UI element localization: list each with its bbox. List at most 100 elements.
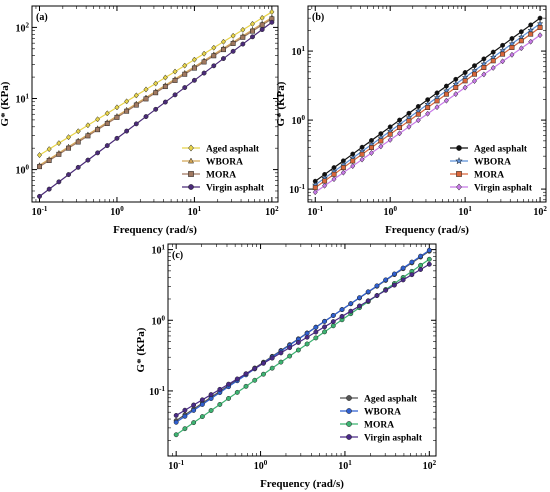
legend-label: Virgin asphalt — [364, 434, 423, 444]
data-point — [536, 20, 544, 27]
data-point — [46, 158, 52, 163]
data-point — [509, 51, 515, 58]
data-point — [191, 56, 197, 63]
data-point — [331, 171, 337, 177]
legend: Aged asphalt WBORA MORA Virgin asphalt — [182, 144, 265, 194]
data-point — [369, 145, 374, 151]
data-point — [269, 19, 275, 25]
legend-item: WBORA — [450, 156, 511, 168]
x-tick-label: 100 — [254, 459, 268, 472]
data-point — [226, 395, 232, 401]
data-point — [418, 253, 424, 259]
data-point — [295, 347, 301, 353]
data-point — [230, 32, 236, 39]
data-point — [387, 136, 393, 143]
data-point — [378, 138, 384, 144]
data-point — [240, 34, 246, 40]
data-point — [240, 26, 246, 33]
data-point — [114, 135, 120, 141]
legend-item: WBORA — [182, 157, 243, 168]
data-point — [133, 121, 139, 127]
legend-swatch-marker — [188, 144, 194, 152]
legend-item: Aged asphalt — [450, 145, 528, 155]
data-point — [304, 334, 310, 340]
data-point — [182, 407, 188, 413]
x-tick-label: 102 — [265, 205, 279, 218]
data-point — [261, 371, 266, 377]
data-point — [172, 77, 178, 83]
legend-item: MORA — [450, 171, 504, 181]
data-point — [537, 24, 543, 30]
data-point — [66, 145, 72, 151]
data-point — [425, 105, 431, 110]
data-point — [387, 131, 393, 137]
data-point — [278, 359, 284, 365]
data-point — [391, 271, 397, 277]
data-point — [365, 289, 371, 295]
x-axis-title: Frequency (rad/s) — [385, 224, 469, 236]
data-point — [312, 185, 318, 191]
data-point — [75, 164, 81, 170]
data-point — [143, 96, 149, 102]
data-point — [208, 392, 214, 398]
data-point — [208, 408, 214, 413]
panel-label: (c) — [172, 250, 183, 261]
data-point — [243, 383, 249, 389]
data-point — [191, 402, 197, 408]
data-point — [104, 121, 110, 126]
data-point — [259, 22, 265, 28]
data-point — [153, 106, 159, 112]
data-point — [331, 176, 337, 183]
legend-swatch-marker — [455, 156, 463, 165]
data-point — [252, 366, 258, 371]
data-point — [462, 84, 468, 91]
data-point — [359, 156, 365, 163]
data-point — [143, 114, 149, 120]
data-point — [490, 58, 496, 64]
data-point — [240, 41, 246, 47]
series-group — [173, 247, 432, 438]
legend-label: Aged asphalt — [206, 145, 260, 155]
data-point — [85, 157, 91, 163]
legend-label: WBORA — [474, 158, 511, 168]
data-point — [518, 45, 524, 52]
data-point — [537, 15, 543, 21]
legend-swatch-marker — [187, 157, 195, 164]
y-tick-label: 100 — [16, 164, 30, 177]
data-point — [37, 164, 42, 170]
data-point — [406, 123, 412, 130]
data-point — [124, 98, 130, 105]
data-point — [46, 146, 52, 153]
data-point — [217, 402, 223, 407]
data-point — [217, 386, 223, 392]
x-tick-label: 101 — [458, 205, 472, 218]
x-tick-label: 10-1 — [32, 205, 48, 218]
data-point — [243, 371, 249, 377]
data-point — [259, 14, 265, 21]
legend-item: Aged asphalt — [182, 144, 260, 155]
data-point — [201, 50, 207, 57]
y-tick-label: 100 — [152, 314, 166, 327]
data-point — [173, 419, 179, 425]
data-point — [199, 414, 205, 420]
data-point — [250, 28, 255, 34]
data-point — [415, 111, 421, 117]
data-point — [37, 193, 42, 199]
panel-label: (a) — [36, 12, 48, 23]
legend-swatch-marker — [346, 395, 352, 401]
data-point — [85, 133, 91, 139]
data-point — [211, 63, 217, 69]
data-point — [500, 51, 506, 57]
data-point — [462, 78, 468, 84]
data-point — [153, 90, 159, 96]
data-point — [162, 84, 168, 90]
data-point — [443, 91, 449, 97]
data-point — [508, 40, 516, 47]
legend-swatch-marker — [188, 171, 194, 177]
data-point — [287, 353, 293, 359]
data-point — [528, 31, 534, 37]
data-point — [509, 45, 515, 50]
data-point — [114, 104, 120, 111]
data-point — [278, 350, 284, 356]
